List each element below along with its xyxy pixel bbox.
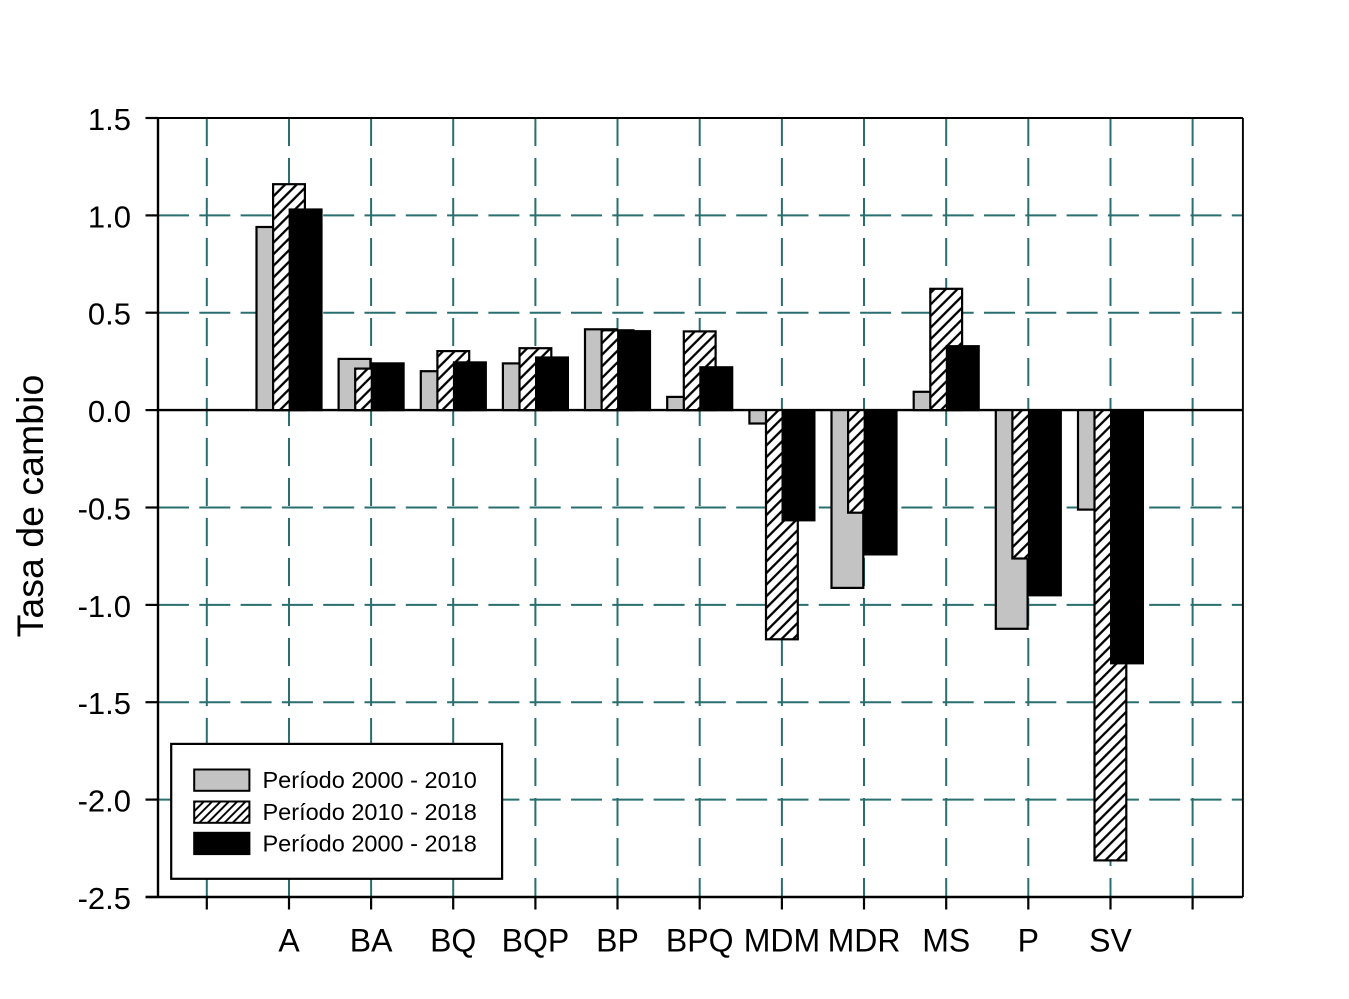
svg-text:1.0: 1.0 [88,199,131,234]
svg-text:1.5: 1.5 [88,102,131,137]
svg-text:BQP: BQP [502,923,570,959]
svg-text:0.5: 0.5 [88,297,131,332]
svg-text:BP: BP [596,923,639,959]
svg-text:-0.5: -0.5 [78,492,131,527]
svg-text:MDM: MDM [744,923,820,959]
svg-text:Tasa de cambio: Tasa de cambio [9,375,51,638]
svg-text:Período 2000 - 2018: Período 2000 - 2018 [263,830,477,856]
svg-text:-1.0: -1.0 [78,589,131,624]
svg-text:-1.5: -1.5 [78,686,131,721]
svg-text:A: A [278,923,300,959]
svg-text:BA: BA [350,923,393,959]
svg-text:SV: SV [1089,923,1132,959]
svg-text:MS: MS [922,923,970,959]
svg-text:BPQ: BPQ [666,923,734,959]
svg-text:P: P [1018,923,1039,959]
svg-text:MDR: MDR [828,923,901,959]
svg-text:Período 2010 - 2018: Período 2010 - 2018 [263,799,477,825]
svg-text:Período 2000 - 2010: Período 2000 - 2010 [263,767,477,793]
svg-text:0.0: 0.0 [88,394,131,429]
svg-text:BQ: BQ [430,923,476,959]
svg-text:-2.0: -2.0 [78,784,131,819]
svg-text:-2.5: -2.5 [78,881,131,916]
